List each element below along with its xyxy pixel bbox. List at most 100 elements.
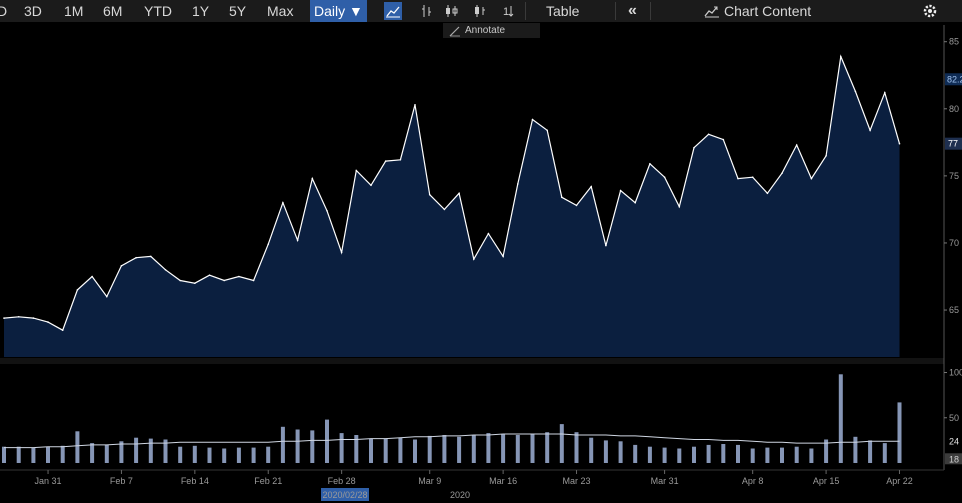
price-point xyxy=(458,192,460,195)
price-point xyxy=(252,279,255,282)
candlestick-chart-icon[interactable] xyxy=(443,2,461,20)
volume-bar xyxy=(515,435,520,463)
volume-bar xyxy=(471,435,476,463)
chart-content-icon xyxy=(703,2,721,20)
volume-last-box xyxy=(945,453,962,465)
volume-bar xyxy=(280,426,285,463)
range-1m-button[interactable]: 1M xyxy=(64,3,84,19)
volume-bar xyxy=(339,433,344,463)
y-tick-label: 80 xyxy=(949,104,959,114)
svg-text:1: 1 xyxy=(503,6,509,18)
price-point xyxy=(722,138,725,141)
range-3d-button[interactable]: 3D xyxy=(24,3,42,19)
volume-bar xyxy=(222,448,227,463)
chart-toolbar: D 3D 1M 6M YTD 1Y 5Y Max Daily ▼ 1 Table… xyxy=(0,0,962,22)
price-point xyxy=(384,160,387,162)
volume-bar xyxy=(119,441,124,463)
volume-bar xyxy=(60,445,65,463)
table-button[interactable]: Table xyxy=(546,3,580,19)
volume-bar xyxy=(897,402,902,463)
price-point xyxy=(61,329,64,332)
price-point xyxy=(120,265,123,267)
price-point xyxy=(282,201,284,204)
chart-content-button[interactable]: Chart Content xyxy=(724,3,812,19)
volume-bar xyxy=(134,437,139,463)
volume-panel: 100 50 24 18 xyxy=(2,368,962,465)
price-point xyxy=(135,256,137,259)
annotate-button[interactable]: Annotate xyxy=(443,23,540,38)
volume-bar xyxy=(750,448,755,463)
range-5y-button[interactable]: 5Y xyxy=(229,3,247,19)
range-1d-button[interactable]: D xyxy=(0,3,8,19)
x-tick-label: Apr 15 xyxy=(813,476,840,486)
volume-last-label: 18 xyxy=(949,454,959,464)
volume-bar xyxy=(736,444,740,463)
volume-bar xyxy=(207,447,212,463)
volume-bar xyxy=(501,434,506,463)
ohlc-chart-icon[interactable] xyxy=(418,2,436,20)
price-point xyxy=(428,193,431,196)
range-1y-button[interactable]: 1Y xyxy=(192,3,210,19)
price-point xyxy=(810,177,813,180)
volume-bar xyxy=(104,444,109,463)
volume-y-tick-label: 100 xyxy=(949,368,962,378)
period-dropdown[interactable]: Daily ▼ xyxy=(310,0,367,22)
volume-bar xyxy=(148,438,153,463)
volume-bar xyxy=(530,434,535,463)
price-point xyxy=(898,142,901,145)
volume-bar xyxy=(809,448,814,463)
volume-bar xyxy=(46,446,50,463)
sort-chart-icon[interactable]: 1 xyxy=(500,2,518,20)
volume-bar xyxy=(868,440,873,463)
hlc-chart-icon[interactable] xyxy=(471,2,489,20)
volume-bar xyxy=(647,446,652,463)
x-tick-label: Mar 9 xyxy=(418,476,441,486)
crosshair-date-label: 2020/02/28 xyxy=(322,490,367,500)
volume-bar xyxy=(442,435,447,463)
range-6m-button[interactable]: 6M xyxy=(103,3,123,19)
price-point xyxy=(340,251,343,254)
volume-bar xyxy=(486,433,491,463)
y-tick-label: 70 xyxy=(949,238,959,248)
volume-average-label: 24 xyxy=(949,436,959,446)
volume-bar xyxy=(178,446,183,463)
price-point xyxy=(781,172,783,174)
x-tick-label: Feb 28 xyxy=(328,476,356,486)
price-point xyxy=(355,169,358,172)
volume-bar xyxy=(882,443,887,463)
price-point xyxy=(267,243,270,246)
price-point xyxy=(825,155,827,157)
volume-bar xyxy=(838,374,843,463)
collapse-button[interactable]: « xyxy=(628,2,637,19)
volume-bar xyxy=(589,437,594,463)
price-line xyxy=(3,54,901,332)
range-ytd-button[interactable]: YTD xyxy=(144,3,172,19)
volume-bar xyxy=(354,435,359,463)
range-max-button[interactable]: Max xyxy=(267,3,294,19)
price-point xyxy=(150,255,152,258)
volume-bar xyxy=(266,446,271,463)
price-point xyxy=(649,163,651,165)
volume-bar xyxy=(603,440,608,463)
price-point xyxy=(370,184,372,187)
volume-bar xyxy=(163,439,168,463)
panel-divider xyxy=(0,358,944,364)
volume-bar xyxy=(251,447,256,463)
volume-bar xyxy=(398,437,403,463)
toolbar-divider xyxy=(615,2,616,20)
x-tick-label: Mar 23 xyxy=(563,476,591,486)
price-point xyxy=(32,317,35,319)
line-chart-icon[interactable] xyxy=(384,2,402,20)
price-point xyxy=(164,269,167,271)
y-tick-label: 65 xyxy=(949,305,959,315)
price-point xyxy=(473,258,475,260)
crosshair-date-box xyxy=(321,488,369,501)
volume-bar xyxy=(295,429,300,463)
price-point xyxy=(487,232,490,235)
volume-bar xyxy=(427,435,432,463)
gear-icon[interactable] xyxy=(921,2,939,20)
crosshair-value-label: 82.2 xyxy=(947,74,962,84)
price-point xyxy=(326,210,328,212)
price-point xyxy=(869,129,871,132)
